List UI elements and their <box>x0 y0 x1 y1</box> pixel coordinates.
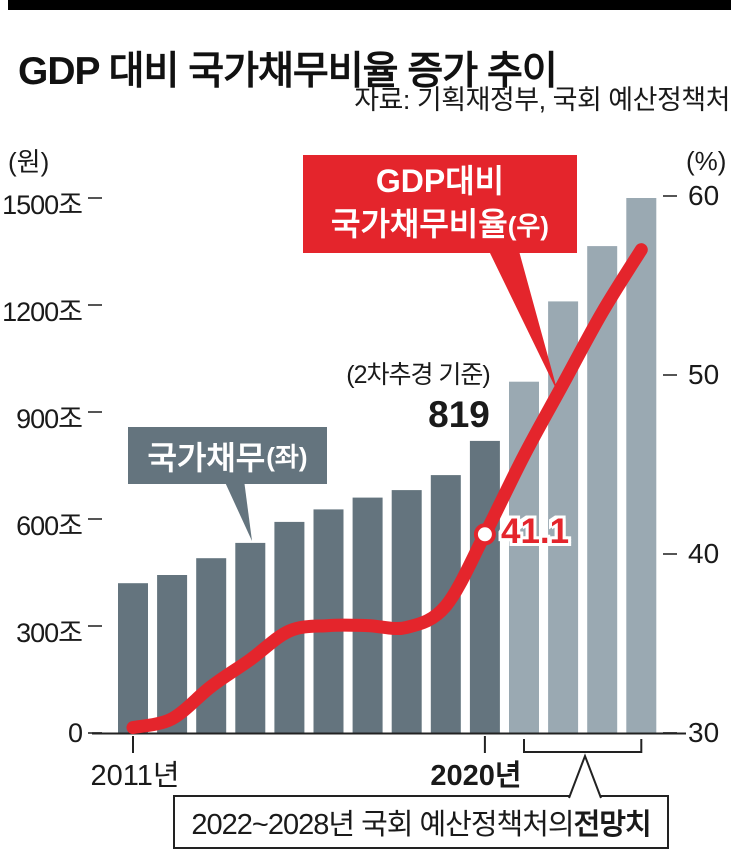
bar-2028-forecast <box>626 198 657 733</box>
left-axis-tick-label: 600조 <box>16 511 83 541</box>
ratio-callout-line1: GDP대비 <box>375 163 505 199</box>
forecast-bracket <box>523 739 643 753</box>
forecast-note-bold: 전망치 <box>573 809 652 841</box>
note-pointer-triangle <box>568 753 602 799</box>
left-axis-tick-label: 0 <box>67 718 83 748</box>
forecast-note-text: 2022~2028년 국회 예산정책처의 <box>191 809 574 841</box>
ratio-callout-tail <box>489 251 558 393</box>
highlight-point-label: 41.1 <box>501 512 570 551</box>
left-axis-tick-label: 900조 <box>16 404 83 434</box>
left-axis-tick-label: 1500조 <box>2 190 83 220</box>
highlight-point-dot <box>473 523 496 546</box>
bar-2011 <box>118 583 148 733</box>
right-axis-tick-label: 40 <box>688 538 720 569</box>
ratio-line <box>126 243 648 735</box>
debt-series-callout-text: 국가채무 <box>147 439 266 476</box>
bar-value-caption: (2차추경 기준) <box>346 361 491 389</box>
ratio-callout-suffix: (우) <box>507 211 549 241</box>
right-axis-tick-label: 60 <box>688 180 720 211</box>
bar-2014 <box>235 542 266 733</box>
bar-value-label: 819 <box>428 394 490 435</box>
forecast-note-box: 2022~2028년 국회 예산정책처의 전망치 <box>173 795 669 849</box>
right-axis-tick-label: 30 <box>688 717 720 748</box>
x-axis-label-2020: 2020년 <box>430 760 522 792</box>
top-accent-bar <box>8 0 731 10</box>
right-axis-tick-label: 50 <box>688 359 720 390</box>
debt-series-callout: 국가채무 (좌) <box>128 427 327 484</box>
ratio-series-callout: GDP대비 국가채무비율(우) <box>303 155 577 253</box>
right-axis-unit-label: (%) <box>686 146 727 176</box>
debt-series-callout-suffix: (좌) <box>266 442 308 472</box>
ratio-callout-line2-text: 국가채무비율 <box>331 206 508 242</box>
left-axis-tick-label: 300조 <box>16 618 83 648</box>
bar-2020 <box>469 440 500 733</box>
ratio-callout-line2: 국가채무비율(우) <box>331 203 549 248</box>
left-axis-tick-label: 1200조 <box>2 297 83 327</box>
source-credit: 자료: 기획재정부, 국회 예산정책처 <box>354 85 730 115</box>
bar-2018 <box>391 490 422 733</box>
debt-callout-tail <box>224 480 252 541</box>
bar-2013 <box>196 558 227 733</box>
x-axis-label-2011: 2011년 <box>90 760 180 792</box>
left-axis-unit-label: (원) <box>8 147 50 177</box>
bar-2017 <box>352 497 383 733</box>
page-title: GDP 대비 국가채무비율 증가 추이 <box>18 50 558 94</box>
